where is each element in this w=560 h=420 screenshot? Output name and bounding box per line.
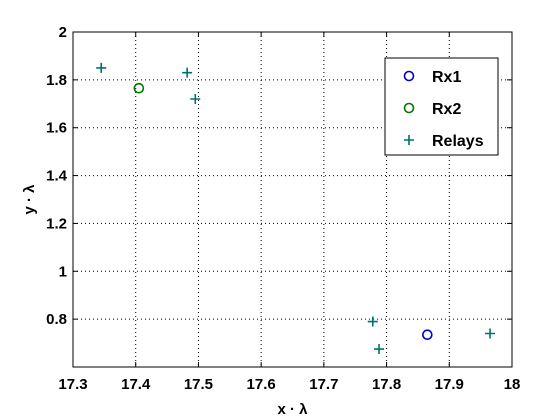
legend-label-rx2: Rx2 <box>432 101 461 118</box>
x-axis-label: x · λ <box>277 401 308 418</box>
x-tick-label: 17.3 <box>58 376 87 393</box>
y-tick-label: 1.6 <box>46 120 67 137</box>
y-tick-label: 1.2 <box>46 215 67 232</box>
rx1-point <box>422 329 433 340</box>
x-tick-label: 17.6 <box>247 376 276 393</box>
relays-point <box>190 94 201 104</box>
x-tick-label: 18 <box>504 376 521 393</box>
legend-box <box>384 57 499 156</box>
legend-marker-rx1 <box>403 70 415 82</box>
x-tick-label: 17.9 <box>435 376 464 393</box>
axis-ticks <box>72 31 513 367</box>
data-points <box>96 62 496 355</box>
x-tick-label: 17.7 <box>309 376 338 393</box>
legend-label-relays: Relays <box>432 133 484 150</box>
legend-marker-rx2 <box>403 102 415 114</box>
y-tick-labels: 0.8 1 1.2 1.4 1.6 1.8 2 <box>46 24 68 328</box>
legend-marker-relays <box>404 135 414 145</box>
legend: Rx1 Rx2 Relays <box>384 57 499 156</box>
relays-point <box>367 316 378 327</box>
relays-point <box>96 62 107 73</box>
y-tick-label: 2 <box>59 24 67 41</box>
relays-point <box>374 344 385 355</box>
relays-point <box>182 67 193 78</box>
axes-frame <box>72 31 513 368</box>
x-tick-label: 17.8 <box>372 376 401 393</box>
x-tick-label: 17.5 <box>184 376 213 393</box>
rx2-point <box>133 82 145 94</box>
y-tick-label: 1 <box>59 263 67 280</box>
x-tick-label: 17.4 <box>121 376 151 393</box>
legend-label-rx1: Rx1 <box>432 69 461 86</box>
y-tick-label: 1.4 <box>46 168 68 185</box>
y-tick-label: 0.8 <box>46 311 67 328</box>
y-axis-label: y · λ <box>21 184 38 215</box>
relays-point <box>485 328 496 339</box>
x-tick-labels: 17.3 17.4 17.5 17.6 17.7 17.8 17.9 18 <box>58 376 520 393</box>
y-tick-label: 1.8 <box>46 72 67 89</box>
